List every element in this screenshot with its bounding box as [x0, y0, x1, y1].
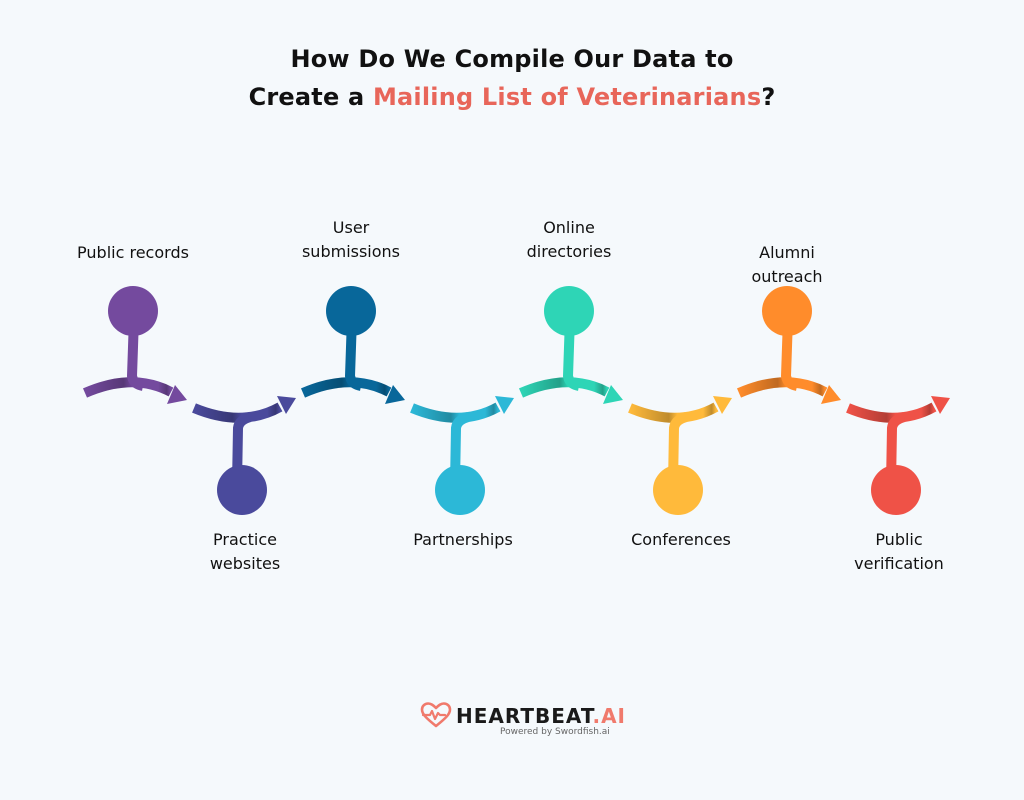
arrowhead-icon — [495, 396, 514, 414]
arc-shadow — [300, 377, 392, 398]
arc-shadow — [628, 402, 719, 423]
arc-shadow — [192, 402, 283, 423]
page-title: How Do We Compile Our Data to Create a M… — [0, 40, 1024, 116]
arc-shadow — [410, 402, 501, 423]
title-line-1: How Do We Compile Our Data to — [290, 45, 734, 73]
connector-stem — [345, 317, 363, 391]
step-5 — [518, 286, 623, 404]
connector-stem — [232, 412, 252, 485]
step-label-2: Practice websites — [209, 530, 281, 573]
step-4 — [410, 396, 514, 515]
brand-name: HEARTBEAT.AI — [456, 704, 626, 728]
step-node-circle — [217, 465, 267, 515]
step-label-5: Online directories — [526, 218, 612, 261]
arrowhead-icon — [603, 385, 623, 404]
arrowhead-icon — [385, 385, 405, 404]
arc-shadow — [846, 402, 937, 423]
connector-stem — [127, 317, 145, 391]
step-label-4: Partnerships — [413, 530, 513, 549]
step-3 — [300, 286, 405, 404]
arrowhead-icon — [167, 385, 187, 404]
step-label-1: Public records — [77, 243, 189, 262]
arrowhead-icon — [821, 385, 841, 404]
step-label-6: Conferences — [631, 530, 731, 549]
title-line-2: Create a Mailing List of Veterinarians? — [248, 83, 776, 111]
connector-stem — [563, 317, 581, 391]
arc-shadow — [736, 377, 828, 398]
connector-stem — [668, 412, 688, 485]
heart-pulse-icon — [420, 702, 452, 728]
connector-stem — [450, 412, 470, 485]
step-node-circle — [435, 465, 485, 515]
step-label-3: User submissions — [301, 218, 401, 261]
step-2 — [192, 396, 296, 515]
step-node-circle — [653, 465, 703, 515]
step-node-circle — [326, 286, 376, 336]
step-label-7: Alumni outreach — [751, 243, 823, 286]
step-label-8: Public verification — [854, 530, 944, 573]
arc-shadow — [82, 377, 174, 398]
step-6 — [628, 396, 732, 515]
step-node-circle — [544, 286, 594, 336]
step-8 — [846, 396, 950, 515]
step-node-circle — [762, 286, 812, 336]
arc-shadow — [518, 377, 610, 398]
step-node-circle — [108, 286, 158, 336]
arrowhead-icon — [931, 396, 950, 414]
step-1 — [82, 286, 187, 404]
connector-stem — [886, 412, 906, 485]
step-node-circle — [871, 465, 921, 515]
arrowhead-icon — [713, 396, 732, 414]
step-7 — [736, 286, 841, 404]
title-accent: Mailing List of Veterinarians — [372, 83, 762, 111]
powered-by: Powered by Swordfish.ai — [500, 727, 610, 737]
brand-footer: HEARTBEAT.AI Powered by Swordfish.ai — [420, 702, 625, 742]
arrowhead-icon — [277, 396, 296, 414]
connector-stem — [781, 317, 799, 391]
